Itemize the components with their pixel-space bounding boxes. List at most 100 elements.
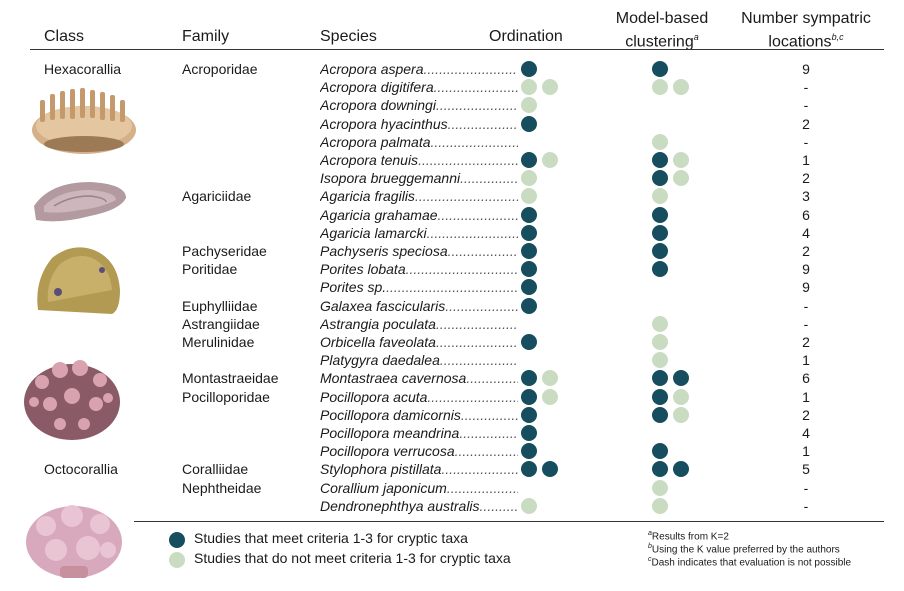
sympatric-count: 1 (802, 443, 810, 460)
header-sympatric-sup: b,c (831, 32, 844, 42)
ordination-marker (542, 79, 558, 96)
sympatric-count: - (803, 315, 809, 332)
clustering-marker (652, 243, 668, 259)
ordination-marker (521, 61, 537, 77)
species-label: Agaricia lamarcki (320, 224, 427, 241)
ordination-marker (521, 224, 537, 241)
species-label: Galaxea fascicularis (320, 297, 446, 314)
leader-dots: ........................................… (439, 352, 518, 369)
sympatric-count: 6 (802, 370, 810, 387)
clustering-marker (652, 388, 668, 405)
species-name: Agaricia lamarcki.......................… (320, 224, 518, 242)
clustering-marker (673, 461, 689, 478)
species-name: Orbicella faveolata.....................… (320, 333, 518, 351)
leader-dots: ........................................… (445, 297, 518, 314)
species-label: Porites lobata (320, 261, 406, 278)
species-name: Agaricia fragilis.......................… (320, 187, 518, 205)
class-label: Octocorallia (44, 461, 118, 478)
leader-dots: ........................................… (435, 97, 518, 114)
species-label: Acropora aspera (320, 61, 424, 77)
ordination-marker (521, 97, 537, 114)
ordination-marker (542, 370, 558, 387)
sympatric-count: 2 (802, 406, 810, 423)
species-name: Pocillopora damicornis..................… (320, 406, 518, 424)
sympatric-count: 9 (802, 261, 810, 278)
footnote-text: Using the K value preferred by the autho… (651, 544, 840, 556)
ordination-marker (521, 406, 537, 423)
clustering-marker (673, 406, 689, 423)
header-sympatric-line2: locations (768, 33, 832, 51)
ordination-marker (521, 425, 537, 441)
species-name: Montastraea cavernosa...................… (320, 369, 518, 387)
ordination-marker (521, 497, 537, 514)
legend-rule (134, 521, 884, 522)
leader-dots: ........................................… (459, 425, 518, 441)
species-label: Acropora hyacinthus (320, 115, 448, 132)
sympatric-count: 2 (802, 243, 810, 259)
clustering-marker (652, 261, 668, 278)
ordination-marker (542, 461, 558, 478)
species-label: Porites sp. (320, 279, 387, 296)
leader-dots: ........................................… (479, 497, 518, 514)
footnote: cDash indicates that evaluation is not p… (648, 556, 851, 568)
sympatric-count: 6 (802, 206, 810, 223)
header-clustering-line2: clustering (625, 33, 694, 51)
clustering-marker (673, 152, 689, 168)
leader-dots: ........................................… (437, 206, 518, 223)
leader-dots: ........................................… (460, 406, 518, 423)
clustering-marker (652, 479, 668, 496)
footnote: bUsing the K value preferred by the auth… (648, 543, 840, 555)
leader-dots: ........................................… (386, 279, 518, 296)
species-label: Agaricia grahamae (320, 206, 438, 223)
clustering-marker (652, 406, 668, 423)
leader-dots: ........................................… (423, 61, 516, 77)
sympatric-count: - (803, 79, 809, 96)
family-label: Agariciidae (182, 188, 252, 205)
sympatric-count: 5 (802, 461, 810, 478)
header-clustering-line1: Model-based (615, 10, 709, 27)
ordination-marker (521, 261, 537, 278)
clustering-marker (652, 461, 668, 478)
ordination-marker (521, 443, 537, 460)
species-name: Pocillopora verrucosa...................… (320, 442, 518, 460)
leader-dots: ........................................… (427, 388, 518, 405)
species-name: Acropora palmata........................… (320, 133, 518, 151)
ordination-marker (542, 152, 558, 168)
sympatric-count: 1 (802, 388, 810, 405)
species-name: Acropora aspera.........................… (320, 60, 516, 78)
pocillopora-coral-photo (24, 360, 120, 440)
clustering-marker (673, 370, 689, 387)
species-label: Pocillopora damicornis (320, 406, 461, 423)
species-name: Corallium japonicum.....................… (320, 479, 518, 497)
sympatric-count: - (803, 297, 809, 314)
family-label: Acroporidae (182, 61, 258, 77)
leader-dots: ........................................… (446, 479, 518, 496)
sympatric-count: - (803, 497, 809, 514)
species-name: Pachyseris speciosa.....................… (320, 242, 518, 260)
species-label: Orbicella faveolata (320, 334, 436, 350)
footnote-marker: b (648, 543, 652, 550)
species-name: Acropora tenuis.........................… (320, 151, 518, 169)
ordination-marker (521, 334, 537, 350)
sympatric-count: 2 (802, 334, 810, 350)
clustering-marker (652, 352, 668, 369)
ordination-marker (521, 279, 537, 296)
clustering-marker (652, 206, 668, 223)
clustering-marker (652, 188, 668, 205)
species-name: Astrangia poculata......................… (320, 315, 518, 333)
leader-dots: ........................................… (460, 170, 518, 187)
clustering-marker (652, 170, 668, 187)
header-class: Class (44, 28, 85, 45)
legend-dark-label: Studies that meet criteria 1-3 for crypt… (194, 530, 468, 546)
species-label: Pachyseris speciosa (320, 243, 448, 259)
leader-dots: ........................................… (435, 334, 518, 350)
leader-dots: ........................................… (441, 461, 518, 478)
ordination-marker (521, 170, 537, 187)
family-label: Poritidae (182, 261, 238, 278)
species-name: Acropora hyacinthus.....................… (320, 115, 518, 133)
ordination-marker (521, 461, 537, 478)
clustering-marker (652, 497, 668, 514)
clustering-marker (652, 334, 668, 350)
clustering-marker (652, 443, 668, 460)
agaricia-coral-photo (34, 182, 126, 222)
